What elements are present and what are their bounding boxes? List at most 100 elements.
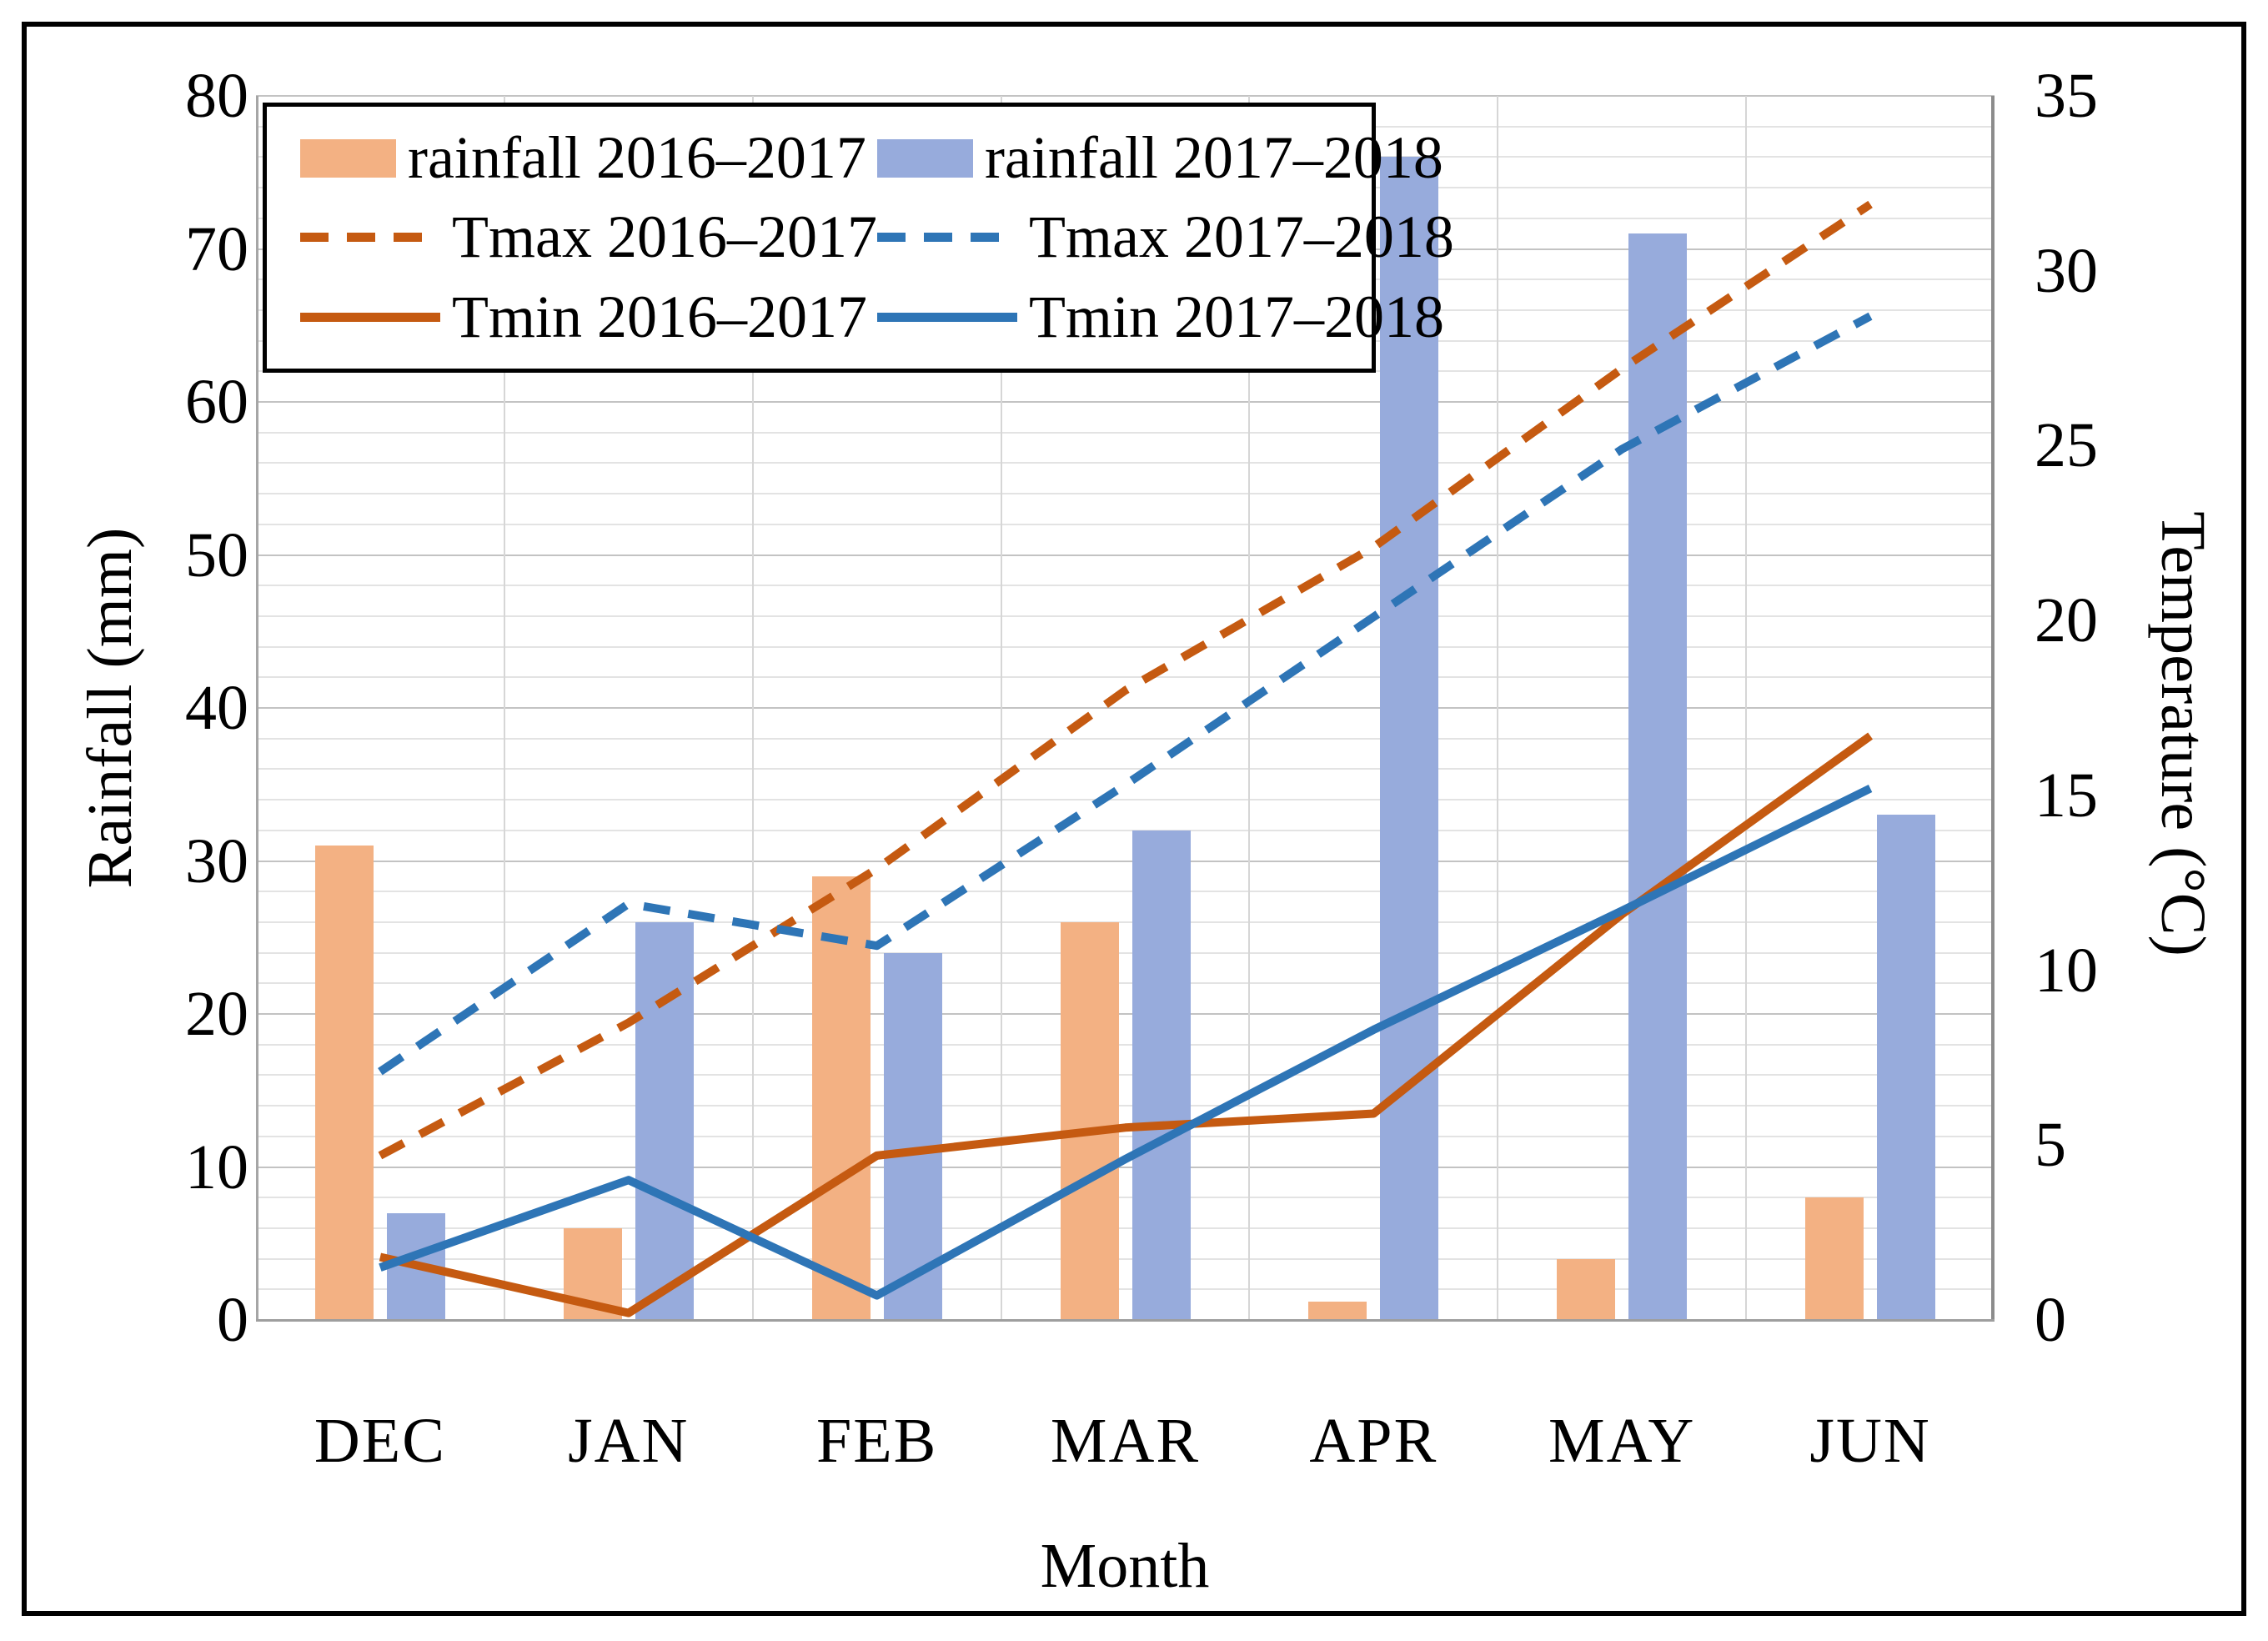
legend-item-label: Tmin 2017–2018 (1028, 283, 1444, 350)
minor-gridline (256, 1227, 1995, 1229)
legend-item-label: rainfall 2016–2017 (408, 124, 866, 192)
tmin-2017-2018-line (379, 785, 1873, 1300)
minor-gridline (256, 615, 1995, 617)
bar-rainfall-2017-2018-jan (635, 921, 694, 1320)
x-axis-tick-label: APR (1309, 1406, 1438, 1476)
x-axis-tick-label: JUN (1809, 1406, 1931, 1476)
bar-rainfall-2017-2018-feb (883, 952, 942, 1320)
vertical-gridline (503, 96, 505, 1320)
legend-item-label: rainfall 2017–2018 (984, 124, 1443, 192)
major-gridline (256, 860, 1995, 862)
legend-bar-swatch (876, 138, 973, 178)
x-axis-tick-label: FEB (815, 1406, 938, 1476)
legend-item-rainfall-2017-2018: rainfall 2017–2018 (876, 123, 1454, 193)
major-gridline (256, 707, 1995, 709)
bottom-axis-line (256, 1319, 1995, 1322)
major-gridline (256, 1166, 1995, 1168)
left-axis-line (256, 96, 258, 1320)
vertical-gridline (1248, 96, 1251, 1320)
minor-gridline (256, 523, 1995, 525)
minor-gridline (256, 676, 1995, 679)
bar-rainfall-2017-2018-jun (1877, 815, 1936, 1320)
tmin-2016-2017-line (379, 732, 1874, 1317)
minor-gridline (256, 1197, 1995, 1199)
minor-gridline (256, 645, 1995, 648)
minor-gridline (256, 921, 1995, 923)
vertical-gridline (1745, 96, 1748, 1320)
bar-rainfall-2016-2017-dec (314, 846, 374, 1320)
minor-gridline (256, 1257, 1995, 1260)
bar-rainfall-2016-2017-feb (811, 876, 871, 1320)
minor-gridline (256, 1074, 1995, 1076)
minor-gridline (256, 799, 1995, 801)
minor-gridline (256, 982, 1995, 985)
bar-rainfall-2016-2017-mar (1060, 921, 1119, 1320)
minor-gridline (256, 1043, 1995, 1046)
bar-rainfall-2017-2018-may (1628, 233, 1688, 1320)
minor-gridline (256, 891, 1995, 893)
legend-item-label: Tmax 2017–2018 (1028, 203, 1454, 271)
major-gridline (256, 1013, 1995, 1015)
right-axis-tick-label: 0 (2035, 1285, 2066, 1355)
left-axis-tick-label: 10 (185, 1132, 248, 1202)
minor-gridline (256, 1288, 1995, 1291)
x-axis-tick-label: DEC (314, 1406, 446, 1476)
major-gridline (256, 401, 1995, 403)
left-axis-tick-label: 0 (217, 1285, 248, 1355)
right-axis-tick-label: 15 (2035, 760, 2098, 831)
x-axis-tick-label: MAY (1548, 1406, 1696, 1476)
minor-gridline (256, 1105, 1995, 1107)
left-axis-tick-label: 50 (185, 519, 248, 590)
major-gridline (256, 554, 1995, 556)
tmax-2016-2017-line (378, 200, 1873, 1160)
legend-dashed-line-swatch (300, 233, 440, 243)
minor-gridline (256, 768, 1995, 770)
minor-gridline (256, 462, 1995, 464)
left-axis-tick-label: 20 (185, 979, 248, 1049)
left-axis-tick-label: 40 (185, 673, 248, 743)
minor-gridline (256, 431, 1995, 434)
right-axis-line (1991, 96, 1995, 1320)
left-axis-tick-label: 60 (185, 367, 248, 437)
legend-dashed-line-swatch (876, 233, 1017, 243)
y-axis-title-right: Temperature (°C) (2148, 511, 2218, 956)
temperature-lines-layer (378, 200, 1874, 1317)
minor-gridline (256, 585, 1995, 587)
minor-gridline (256, 1135, 1995, 1137)
x-axis-tick-label: JAN (568, 1406, 690, 1476)
minor-gridline (256, 951, 1995, 954)
right-axis-tick-label: 10 (2035, 935, 2098, 1006)
y-axis-title-left: Rainfall (mm) (75, 527, 145, 889)
legend-solid-line-swatch (876, 312, 1017, 322)
left-axis-tick-label: 70 (185, 213, 248, 284)
minor-gridline (256, 829, 1995, 831)
left-axis-tick-label: 80 (185, 61, 248, 131)
legend-item-rainfall-2016-2017: rainfall 2016–2017 (300, 123, 877, 193)
right-axis-tick-label: 25 (2035, 410, 2098, 481)
right-axis-tick-label: 20 (2035, 585, 2098, 656)
vertical-gridline (1000, 96, 1002, 1320)
minor-gridline (256, 493, 1995, 495)
bar-rainfall-2017-2018-apr (1380, 157, 1439, 1320)
vertical-gridline (1497, 96, 1499, 1320)
major-gridline (256, 95, 1995, 97)
x-axis-tick-label: MAR (1050, 1406, 1201, 1476)
legend-item-label: Tmin 2016–2017 (452, 283, 867, 350)
legend-item-tmax-2017-2018: Tmax 2017–2018 (876, 203, 1454, 272)
legend-item-tmin-2016-2017: Tmin 2016–2017 (300, 283, 877, 352)
tmax-2017-2018-line (378, 312, 1873, 1076)
minor-gridline (256, 737, 1995, 740)
x-axis-title: Month (1040, 1531, 1210, 1601)
legend: rainfall 2016–2017 rainfall 2017–2018 Tmax… (263, 103, 1454, 373)
legend-item-tmin-2017-2018: Tmin 2017–2018 (876, 283, 1454, 352)
vertical-gridline (751, 96, 754, 1320)
bar-rainfall-2016-2017-apr (1308, 1301, 1367, 1320)
bar-rainfall-2016-2017-may (1557, 1258, 1616, 1320)
right-axis-tick-label: 30 (2035, 235, 2098, 306)
right-axis-tick-label: 35 (2035, 61, 2098, 131)
legend-bar-swatch (300, 138, 396, 178)
left-axis-tick-label: 30 (185, 826, 248, 896)
bar-rainfall-2017-2018-mar (1131, 830, 1191, 1320)
right-axis-tick-label: 5 (2035, 1110, 2066, 1181)
